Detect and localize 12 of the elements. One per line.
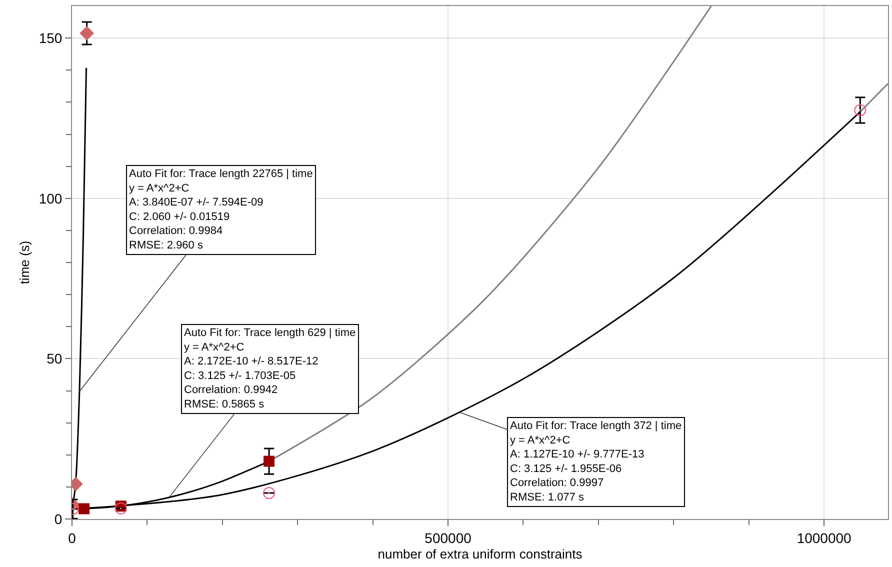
x-tick-label: 500000 (424, 530, 472, 546)
x-tick-label: 0 (68, 530, 76, 546)
y-tick-label: 100 (38, 190, 62, 206)
y-axis-title: time (s) (16, 240, 32, 284)
y-tick-label: 150 (38, 30, 62, 46)
annotation: Auto Fit for: Trace length 629 | time y = A*x^2+C A: 2.172E-10 +/- 8.517E-12 C: 3.125 +/- 1.703E-05 Correlation: 0.9942 RMSE: 0.5865 s (184, 327, 356, 410)
annotation: Auto Fit for: Trace length 22765 | time y = A*x^2+C A: 3.840E-07 +/- 7.594E-09 C: 2.060 +/- 0.01519 Correlation: 0.9984 RMSE: 2.960 s (129, 168, 313, 252)
x-axis-title: number of extra uniform constraints (378, 546, 583, 562)
annotation: Auto Fit for: Trace length 372 | time y = A*x^2+C A: 1.127E-10 +/- 9.777E-13 C: 3.125 +/- 1.955E-06 Correlation: 0.9997 RMSE: 1.077 s (510, 420, 682, 504)
x-tick-label: 1000000 (796, 530, 852, 546)
y-tick-label: 50 (46, 350, 62, 367)
y-tick-label: 0 (54, 510, 62, 527)
